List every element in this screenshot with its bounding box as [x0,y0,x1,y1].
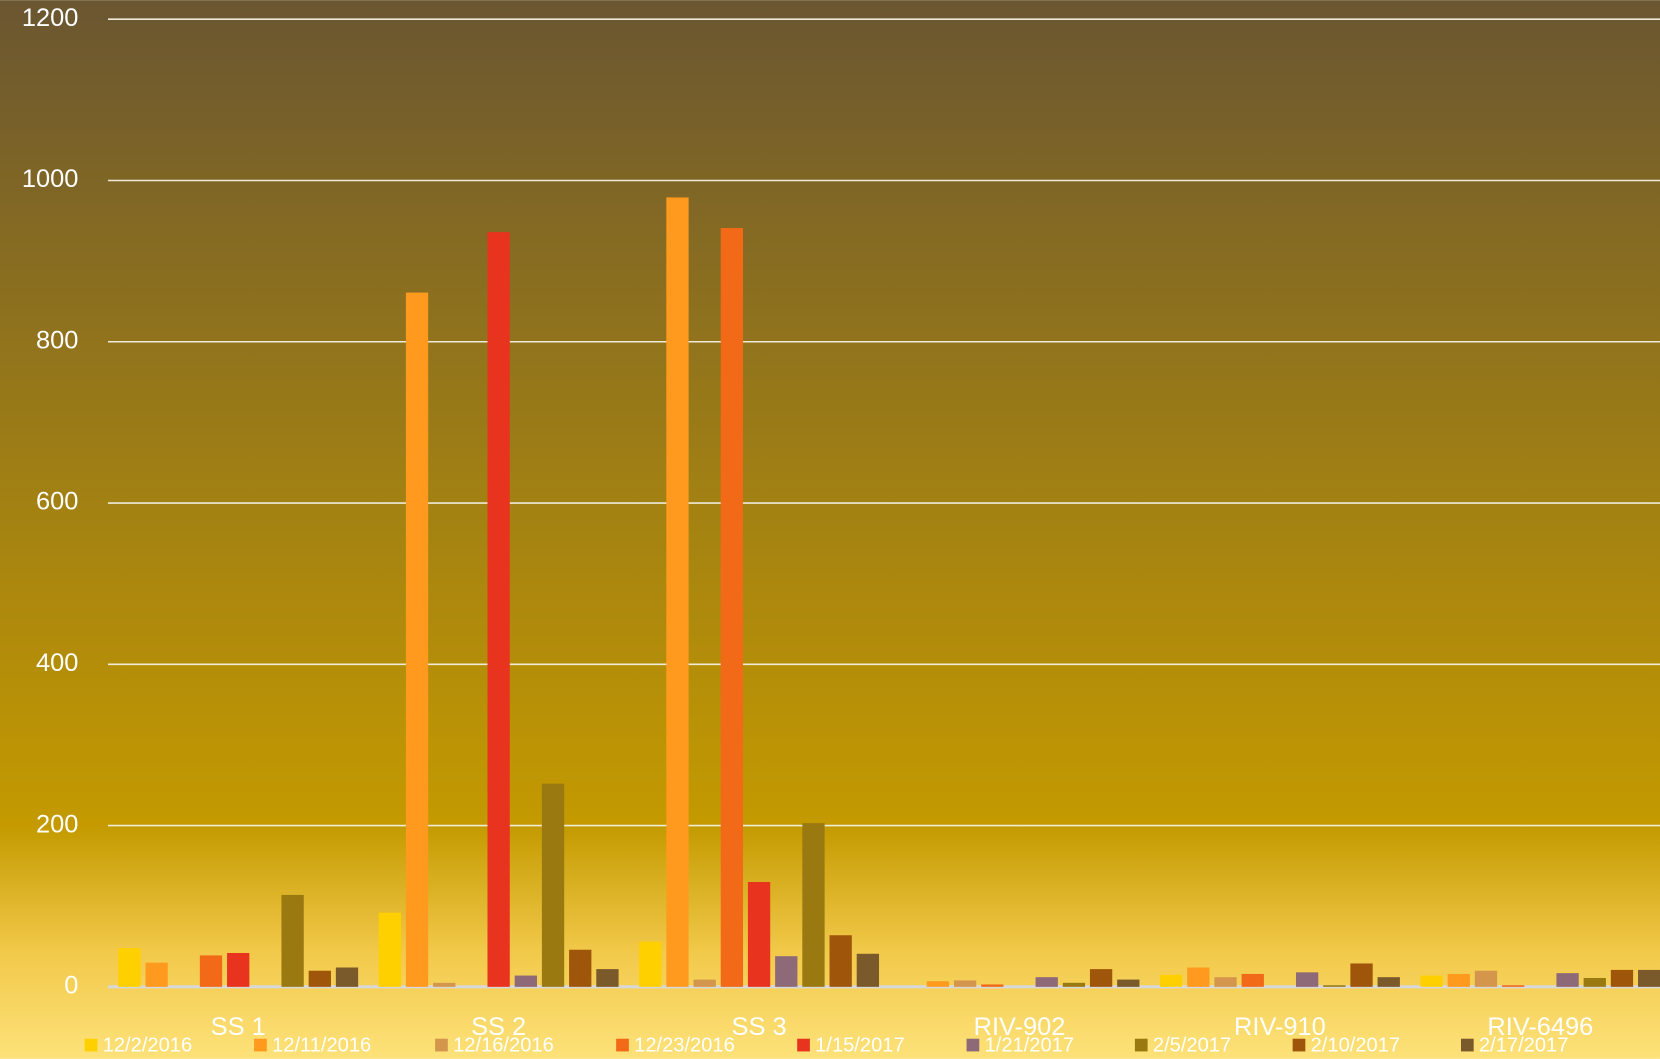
legend-label: 1/15/2017 [815,1034,904,1056]
bar [281,894,304,987]
legend-swatch [1134,1038,1148,1052]
legend-label: 2/5/2017 [1153,1034,1231,1056]
bar [1556,973,1579,987]
bar [1295,972,1319,987]
legend-swatch [616,1038,629,1052]
bar [953,980,977,987]
y-tick-label: 400 [36,649,78,677]
bar [720,228,744,987]
y-tick-label: 1200 [22,4,78,32]
bar [514,975,537,987]
legend-swatch [1460,1038,1474,1052]
y-tick-label: 800 [36,326,78,354]
bar [693,979,716,987]
bar [1214,977,1237,987]
y-tick-label: 200 [36,810,78,838]
bar [199,955,223,987]
legend-label: 2/10/2017 [1311,1034,1400,1056]
bar [639,941,662,987]
bar [856,953,880,987]
x-tick-label: RIV-910 [1234,1013,1326,1041]
legend-swatch [84,1038,98,1052]
bar [569,949,592,987]
x-tick-label: SS 3 [732,1013,787,1041]
bar [596,969,619,987]
bar [1035,977,1058,987]
bar [1323,985,1346,987]
bar [118,948,141,987]
y-tick-label: 0 [64,972,78,1000]
x-tick-label: RIV-902 [974,1013,1066,1041]
bar [1502,985,1525,987]
bar [1117,979,1140,987]
bar [487,232,510,987]
bar [1474,970,1498,987]
bar [1159,974,1183,987]
x-tick-label: SS 1 [211,1013,266,1041]
bar [1638,969,1660,987]
bar [1089,969,1113,987]
bar [1420,975,1443,987]
bar [1583,977,1606,987]
bar [829,935,852,987]
bar [1377,977,1400,987]
bar [1187,967,1210,987]
legend-swatch [966,1038,980,1052]
bar [981,984,1004,987]
bar [1447,973,1470,987]
bar [227,952,250,987]
bar [1610,969,1634,987]
x-tick-label: SS 2 [471,1013,526,1041]
y-tick-label: 600 [36,488,78,516]
legend-swatch [435,1038,448,1052]
bar [308,970,331,987]
y-tick-label: 1000 [22,165,78,193]
bar [1062,982,1086,987]
bar [541,783,565,987]
legend-label: 1/21/2017 [985,1034,1074,1056]
legend-swatch [1292,1038,1306,1052]
bar [405,292,429,987]
legend-label: 12/2/2016 [103,1034,192,1056]
legend-label: 12/23/2016 [634,1034,735,1056]
bar [433,982,456,987]
legend-swatch [797,1038,810,1052]
bar [926,981,950,987]
bar [378,912,401,987]
bar [1350,963,1373,987]
legend-label: 2/17/2017 [1479,1034,1568,1056]
bar [666,197,689,987]
bar [747,882,771,987]
bar [335,967,359,987]
x-tick-label: RIV-6496 [1487,1013,1593,1041]
bar [775,956,798,987]
legend-label: 12/11/2016 [272,1034,371,1056]
legend-swatch [254,1038,267,1052]
bar [145,962,168,987]
bar [802,823,825,987]
bar [1241,973,1264,987]
legend-label: 12/16/2016 [453,1034,554,1056]
